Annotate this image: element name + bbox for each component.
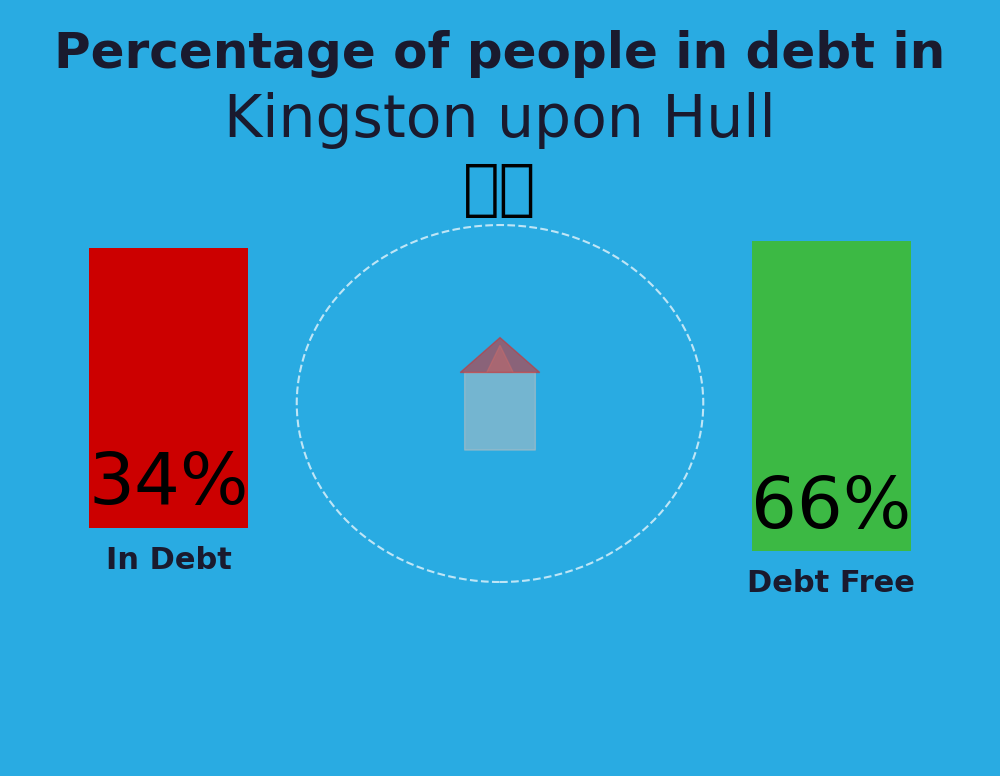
Polygon shape	[460, 338, 540, 372]
Text: 🇬🇧: 🇬🇧	[463, 161, 537, 220]
FancyBboxPatch shape	[752, 241, 911, 551]
Text: Debt Free: Debt Free	[747, 569, 915, 598]
Polygon shape	[465, 345, 535, 450]
FancyBboxPatch shape	[89, 248, 248, 528]
Text: 34%: 34%	[88, 451, 249, 519]
Text: Kingston upon Hull: Kingston upon Hull	[224, 92, 776, 149]
Text: In Debt: In Debt	[106, 546, 232, 575]
Text: 66%: 66%	[751, 474, 912, 542]
Text: Percentage of people in debt in: Percentage of people in debt in	[54, 30, 946, 78]
